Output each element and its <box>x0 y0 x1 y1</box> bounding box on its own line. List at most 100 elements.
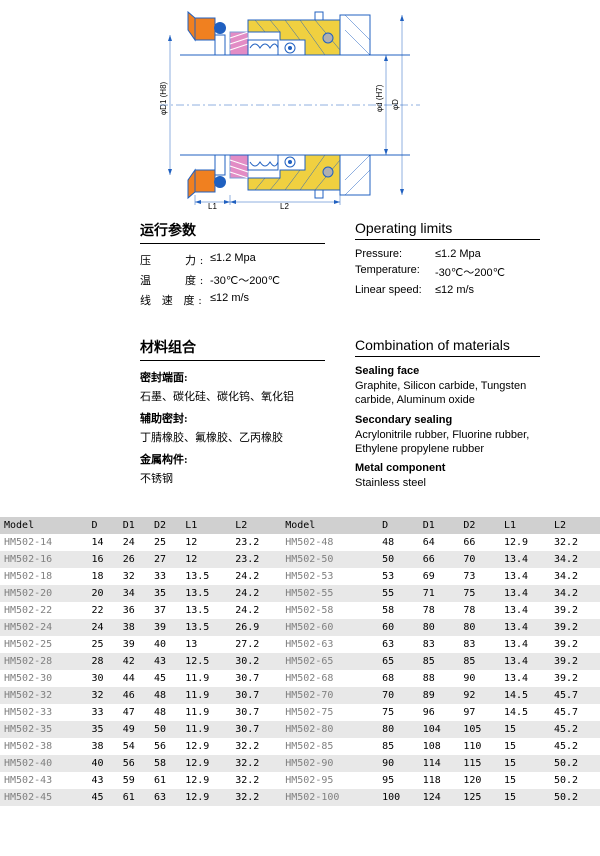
table-cell: 50.2 <box>550 755 600 772</box>
table-cell: HM502-30 <box>0 670 88 687</box>
table-cell: 12 <box>181 534 231 551</box>
table-cell: 104 <box>419 721 460 738</box>
table-cell: 38 <box>119 619 150 636</box>
col-header: D2 <box>150 517 181 534</box>
table-cell: 114 <box>419 755 460 772</box>
table-cell: 15 <box>500 789 550 806</box>
table-cell: 50.2 <box>550 772 600 789</box>
table-cell: HM502-16 <box>0 551 88 568</box>
table-cell: 118 <box>419 772 460 789</box>
col-header: L2 <box>231 517 281 534</box>
table-cell: 50 <box>378 551 419 568</box>
table-cell: 50.2 <box>550 789 600 806</box>
table-cell: 27.2 <box>231 636 281 653</box>
table-cell: 96 <box>419 704 460 721</box>
materials-title-en: Combination of materials <box>355 337 540 357</box>
table-row: HM502-141424251223.2HM502-4848646612.932… <box>0 534 600 551</box>
table-row: HM502-4040565812.932.2HM502-909011411515… <box>0 755 600 772</box>
table-cell: 13.4 <box>500 568 550 585</box>
table-cell: 13.4 <box>500 585 550 602</box>
col-header: D1 <box>119 517 150 534</box>
table-cell: 27 <box>150 551 181 568</box>
table-cell: 26.9 <box>231 619 281 636</box>
mat-subtitle: 密封端面: <box>140 369 325 385</box>
table-cell: 69 <box>419 568 460 585</box>
col-header: L1 <box>500 517 550 534</box>
materials-title-cn: 材料组合 <box>140 337 325 361</box>
table-cell: 68 <box>378 670 419 687</box>
table-cell: HM502-60 <box>281 619 378 636</box>
table-cell: 90 <box>378 755 419 772</box>
table-cell: 110 <box>459 738 500 755</box>
table-cell: 65 <box>378 653 419 670</box>
table-cell: 48 <box>378 534 419 551</box>
table-cell: HM502-18 <box>0 568 88 585</box>
table-cell: 56 <box>119 755 150 772</box>
col-header: D <box>378 517 419 534</box>
table-cell: 80 <box>419 619 460 636</box>
table-cell: 45 <box>88 789 119 806</box>
operating-section: 运行参数 压 力:≤1.2 Mpa温 度:-30℃～200℃线 速 度:≤12 … <box>0 220 600 312</box>
spec-value: ≤12 m/s <box>210 292 249 308</box>
table-cell: HM502-48 <box>281 534 378 551</box>
mat-subtitle: 辅助密封: <box>140 410 325 426</box>
table-cell: 45.7 <box>550 704 600 721</box>
table-cell: 12.9 <box>181 738 231 755</box>
table-cell: 13.4 <box>500 619 550 636</box>
operating-title-cn: 运行参数 <box>140 220 325 244</box>
table-cell: 43 <box>150 653 181 670</box>
table-cell: 14 <box>88 534 119 551</box>
table-cell: 44 <box>119 670 150 687</box>
dimensions-table: ModelDD1D2L1L2ModelDD1D2L1L2 HM502-14142… <box>0 517 600 806</box>
table-cell: 56 <box>150 738 181 755</box>
table-cell: 34.2 <box>550 551 600 568</box>
table-cell: 78 <box>419 602 460 619</box>
table-cell: HM502-14 <box>0 534 88 551</box>
table-cell: 13.4 <box>500 602 550 619</box>
table-cell: 15 <box>500 755 550 772</box>
mat-text: 丁腈橡胶、氟橡胶、乙丙橡胶 <box>140 429 325 445</box>
table-cell: 39.2 <box>550 619 600 636</box>
table-cell: 14.5 <box>500 704 550 721</box>
spec-label: 温 度: <box>140 272 210 288</box>
table-cell: 12 <box>181 551 231 568</box>
spec-label: 线 速 度: <box>140 292 210 308</box>
table-cell: 26 <box>119 551 150 568</box>
mat-subtitle: Sealing face <box>355 365 540 377</box>
table-cell: 32.2 <box>550 534 600 551</box>
table-row: HM502-3030444511.930.7HM502-6868889013.4… <box>0 670 600 687</box>
table-cell: 53 <box>378 568 419 585</box>
mat-text: 石墨、碳化硅、碳化钨、氧化铝 <box>140 388 325 404</box>
table-cell: 24 <box>119 534 150 551</box>
table-cell: 90 <box>459 670 500 687</box>
table-cell: 85 <box>459 653 500 670</box>
table-cell: HM502-28 <box>0 653 88 670</box>
table-cell: 13.5 <box>181 568 231 585</box>
table-cell: HM502-43 <box>0 772 88 789</box>
table-cell: 85 <box>419 653 460 670</box>
table-cell: 64 <box>419 534 460 551</box>
table-cell: 16 <box>88 551 119 568</box>
table-cell: 13.5 <box>181 585 231 602</box>
dim-l2: L2 <box>280 202 289 210</box>
table-cell: 78 <box>459 602 500 619</box>
table-cell: 120 <box>459 772 500 789</box>
table-cell: 48 <box>150 687 181 704</box>
table-cell: 13 <box>181 636 231 653</box>
table-cell: 39.2 <box>550 602 600 619</box>
table-cell: 97 <box>459 704 500 721</box>
spec-value: ≤1.2 Mpa <box>210 252 256 268</box>
table-cell: 32.2 <box>231 738 281 755</box>
spec-value: -30℃～200℃ <box>210 272 280 288</box>
table-cell: 48 <box>150 704 181 721</box>
table-cell: 61 <box>119 789 150 806</box>
table-cell: 92 <box>459 687 500 704</box>
table-cell: 32.2 <box>231 789 281 806</box>
dim-d: φD <box>391 99 400 110</box>
table-row: HM502-3232464811.930.7HM502-7070899214.5… <box>0 687 600 704</box>
table-row: HM502-2222363713.524.2HM502-5858787813.4… <box>0 602 600 619</box>
table-cell: 75 <box>378 704 419 721</box>
table-cell: 70 <box>378 687 419 704</box>
table-cell: 35 <box>150 585 181 602</box>
table-cell: 23.2 <box>231 534 281 551</box>
